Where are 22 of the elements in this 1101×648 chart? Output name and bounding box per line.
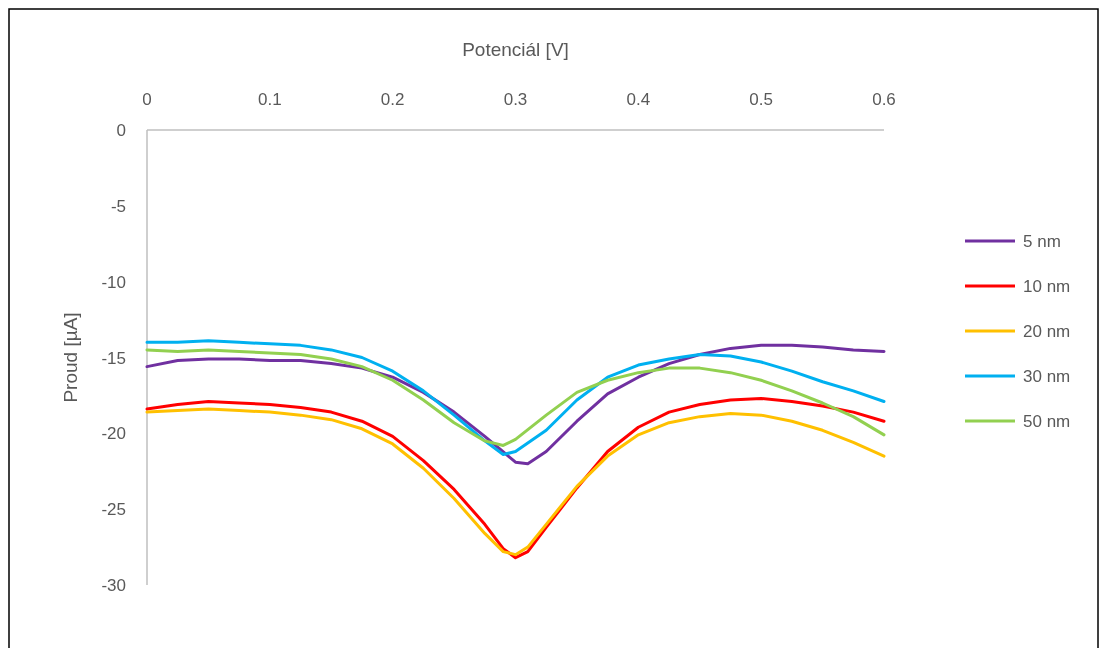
x-tick-label: 0.3 [503,90,528,109]
x-axis-title: Potenciál [V] [462,39,569,60]
y-tick-label: -15 [101,348,126,368]
y-tick-label: -25 [101,500,126,520]
legend-label: 5 nm [1023,232,1061,251]
x-tick-label: 0.2 [380,90,405,109]
x-tick-label: 0.5 [749,90,773,109]
y-tick-label: -30 [101,576,126,595]
legend-label: 20 nm [1023,322,1071,341]
y-axis-title: Proud [µA] [60,312,81,403]
y-tick-label: -5 [110,196,126,216]
x-tick-label: 0.6 [872,90,896,109]
y-tick-label: -10 [101,272,126,292]
legend-label: 50 nm [1023,412,1071,431]
x-tick-label: 0 [142,90,152,109]
y-tick-label: -20 [101,424,126,444]
line-series [145,348,886,447]
x-tick-label: 0.4 [626,90,651,109]
legend-label: 10 nm [1023,277,1071,296]
legend-label: 30 nm [1023,367,1071,386]
x-tick-label: 0.1 [258,90,282,109]
y-tick-label: 0 [116,121,126,140]
